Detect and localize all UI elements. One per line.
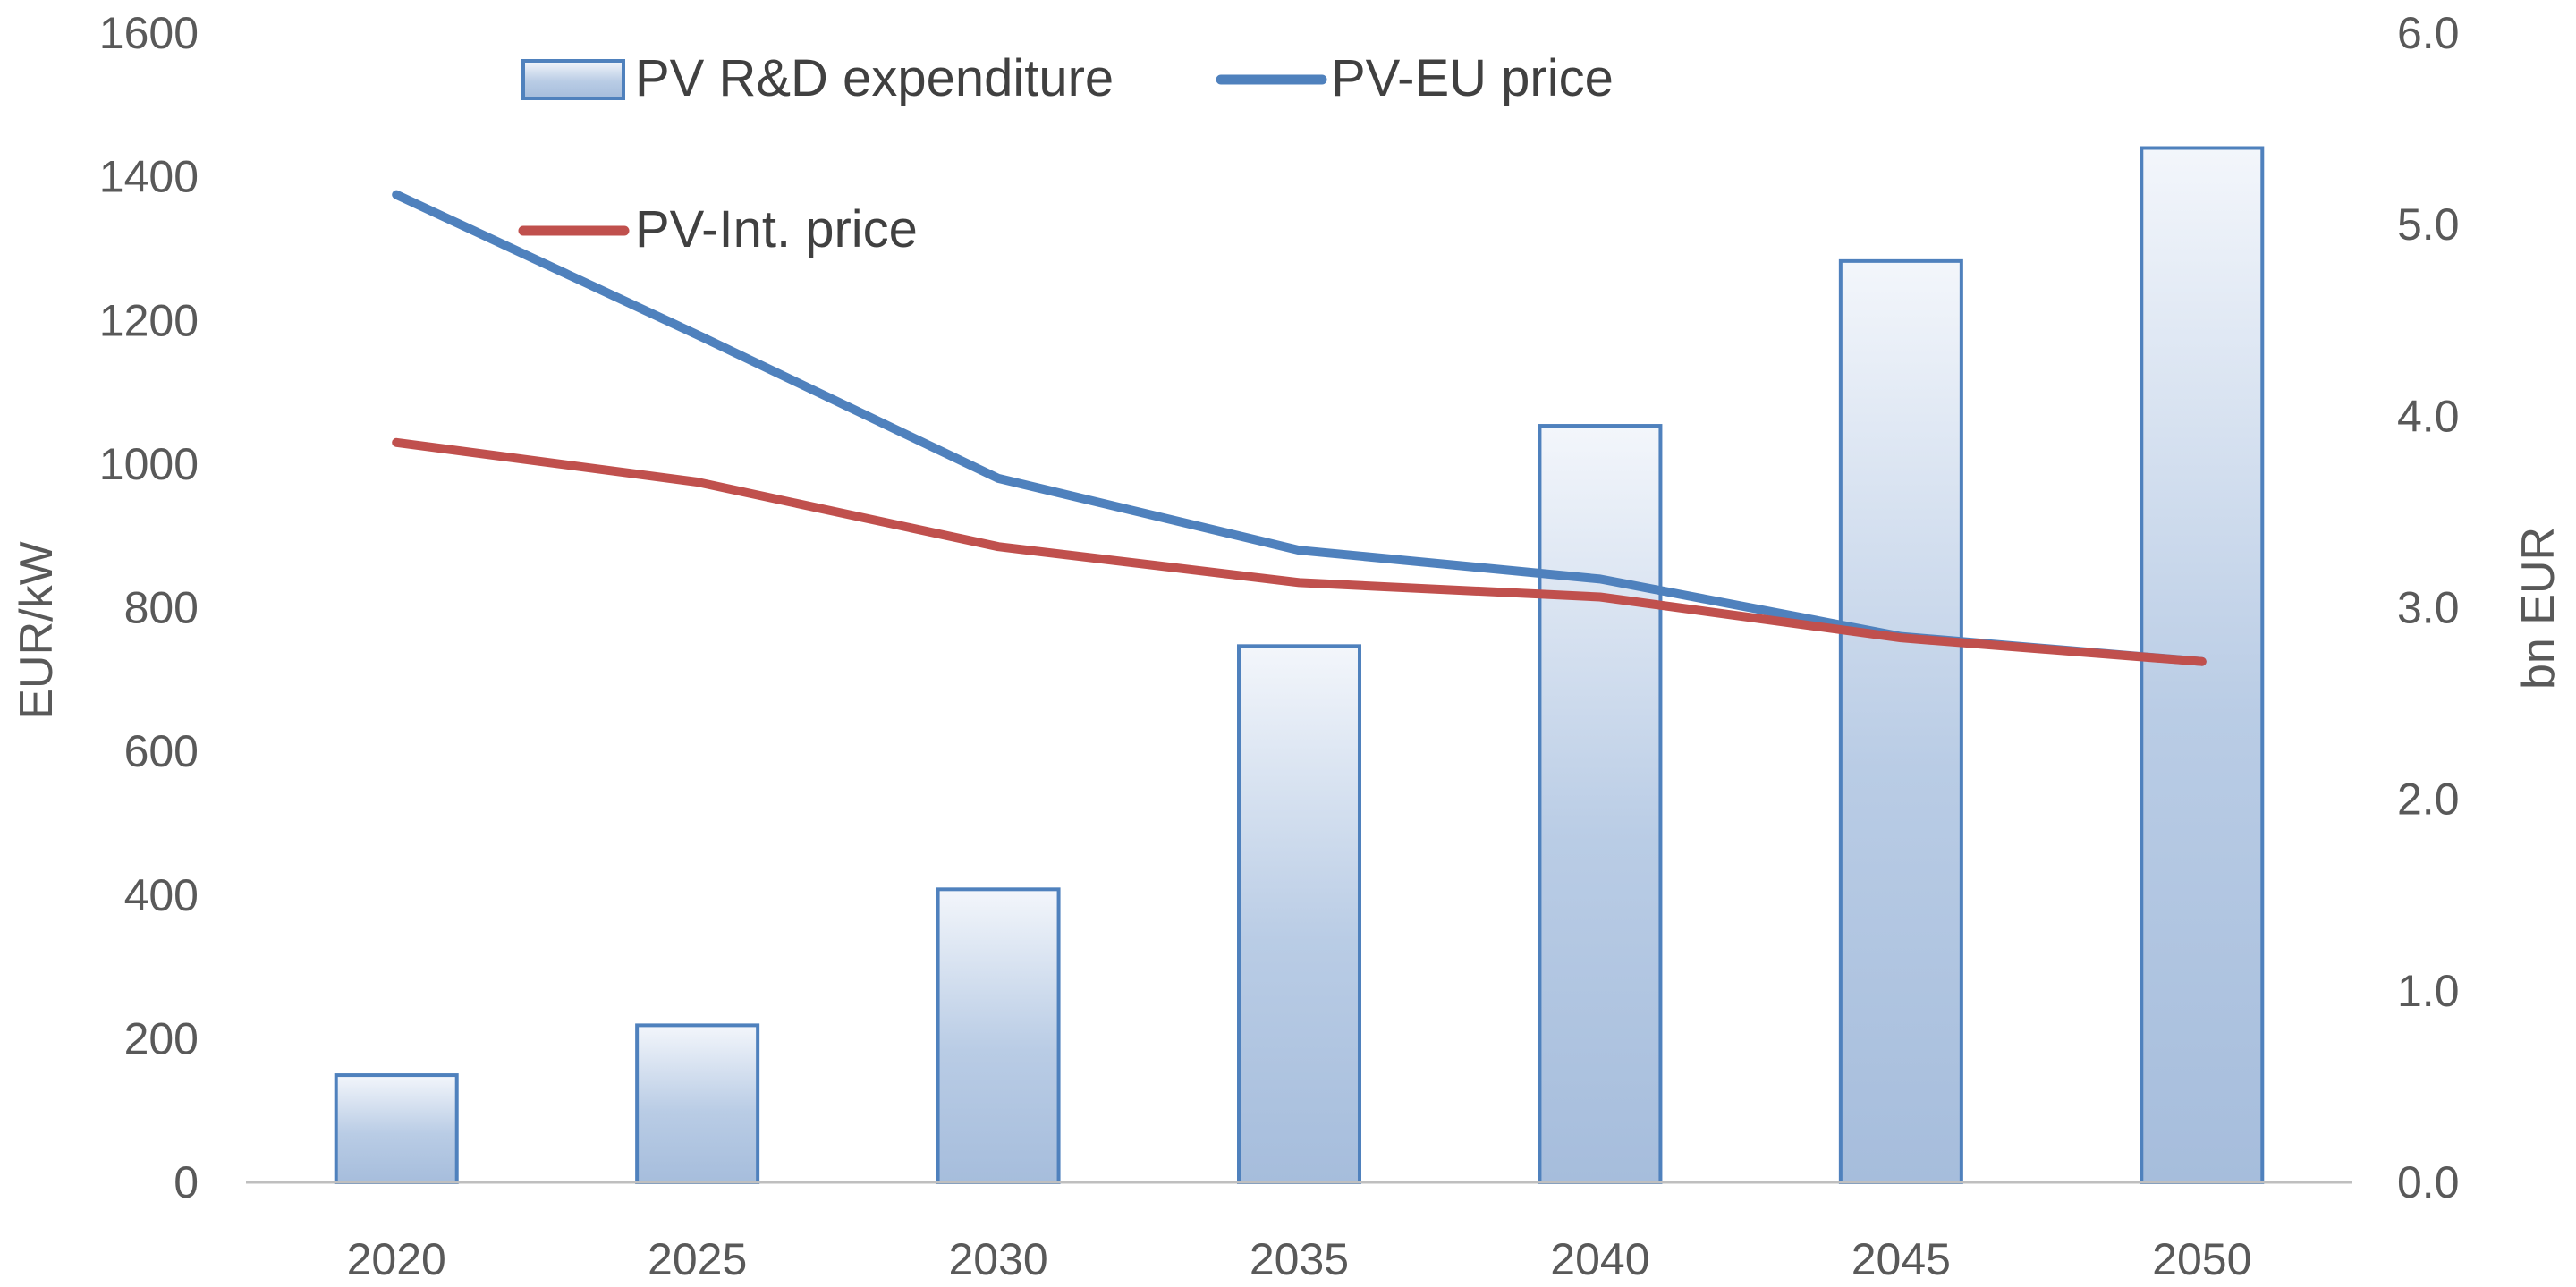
left-tick-label: 200 [124, 1013, 199, 1063]
bar-2040 [1538, 424, 1663, 1184]
line-series-pv-int-price [392, 437, 2207, 666]
line-series-group [392, 190, 2207, 666]
right-axis-title: bn EUR [2512, 527, 2564, 690]
right-axis-ticks: 0.0 1.0 2.0 3.0 4.0 5.0 6.0 [2397, 8, 2460, 1207]
x-axis-ticks: 2020 2025 2030 2035 2040 2045 2050 [347, 1234, 2252, 1284]
right-tick-label: 6.0 [2397, 8, 2460, 58]
x-tick-label: 2050 [2152, 1234, 2251, 1284]
left-tick-label: 600 [124, 726, 199, 776]
left-tick-label: 1200 [99, 295, 199, 345]
x-tick-label: 2030 [948, 1234, 1047, 1284]
x-tick-label: 2025 [648, 1234, 747, 1284]
left-tick-label: 0 [174, 1157, 199, 1207]
left-tick-label: 800 [124, 583, 199, 633]
left-axis-ticks: 0 200 400 600 800 1000 1200 1400 1600 [99, 8, 199, 1207]
right-tick-label: 4.0 [2397, 391, 2460, 441]
legend-label-eu: PV-EU price [1331, 49, 1614, 107]
x-tick-label: 2045 [1852, 1234, 1951, 1284]
bar-2030 [936, 887, 1061, 1184]
left-axis-title: EUR/kW [11, 541, 63, 719]
legend-swatch-bar [521, 59, 625, 100]
legend-label-int: PV-Int. price [635, 200, 918, 258]
left-tick-label: 1600 [99, 8, 199, 58]
bar-2020 [334, 1073, 459, 1184]
bar-series [334, 146, 2265, 1185]
legend: PV R&D expenditure PV-EU price PV-Int. p… [518, 49, 1614, 258]
right-tick-label: 5.0 [2397, 199, 2460, 250]
left-tick-label: 1400 [99, 152, 199, 202]
right-tick-label: 3.0 [2397, 583, 2460, 633]
x-tick-label: 2040 [1550, 1234, 1649, 1284]
right-tick-label: 1.0 [2397, 966, 2460, 1016]
bar-2045 [1838, 258, 1963, 1185]
right-tick-label: 0.0 [2397, 1157, 2460, 1207]
x-tick-label: 2035 [1250, 1234, 1349, 1284]
bar-2035 [1237, 644, 1361, 1184]
bar-2025 [635, 1023, 760, 1184]
left-tick-label: 1000 [99, 439, 199, 489]
legend-label-rd: PV R&D expenditure [635, 49, 1114, 107]
left-tick-label: 400 [124, 870, 199, 920]
right-tick-label: 2.0 [2397, 775, 2460, 825]
x-tick-label: 2020 [347, 1234, 446, 1284]
